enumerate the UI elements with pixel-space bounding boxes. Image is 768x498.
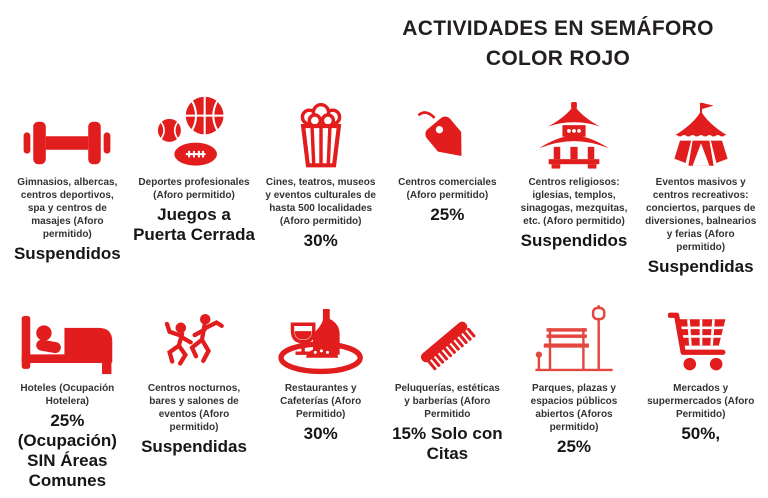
dancers-icon <box>161 288 227 376</box>
activity-status: 25% <box>430 205 465 224</box>
activity-card-eventos-masivos: Eventos masivos y centros recreativos: c… <box>637 86 764 277</box>
temple-icon <box>537 86 611 170</box>
activity-status: Suspendidas <box>141 437 247 456</box>
price-tag-icon <box>414 86 480 170</box>
activity-status: 30% <box>303 424 338 443</box>
activity-card-restaurantes: Restaurantes y Cafeterías (Aforo Permiti… <box>257 288 384 491</box>
comb-icon <box>413 288 481 376</box>
activity-status: Suspendidos <box>13 244 121 263</box>
activity-status: 50%, <box>681 424 721 443</box>
circus-tent-icon <box>666 86 736 170</box>
page-title-line1: ACTIVIDADES EN SEMÁFORO <box>402 17 714 40</box>
park-bench-icon <box>534 288 614 376</box>
shopping-cart-icon <box>667 288 734 376</box>
activity-desc: Eventos masivos y centros recreativos: c… <box>645 177 757 253</box>
activity-card-centros-nocturnos: Centros nocturnos, bares y salones de ev… <box>131 288 258 491</box>
activity-desc: Centros religiosos: iglesias, templos, s… <box>520 177 628 227</box>
activity-desc: Peluquerías, estéticas y barberías (Afor… <box>394 383 500 420</box>
sports-balls-icon <box>153 86 235 170</box>
activity-row-1: Gimnasios, albercas, centros deportivos,… <box>0 86 768 277</box>
activity-card-peluquerias: Peluquerías, estéticas y barberías (Afor… <box>384 288 511 491</box>
activity-desc: Parques, plazas y espacios públicos abie… <box>530 383 618 433</box>
activity-card-hoteles: Hoteles (Ocupación Hotelera) 25% (Ocupac… <box>4 288 131 491</box>
activity-status: 30% <box>303 231 338 250</box>
activity-desc: Cines, teatros, museos y eventos cultura… <box>265 177 376 227</box>
activity-card-mercados: Mercados y supermercados (Aforo Permitid… <box>637 288 764 491</box>
activity-desc: Gimnasios, albercas, centros deportivos,… <box>17 177 118 240</box>
activity-card-parques: Parques, plazas y espacios públicos abie… <box>511 288 638 491</box>
popcorn-icon <box>290 86 352 170</box>
activity-status: 25% (Ocupación) SIN Áreas Comunes <box>17 411 117 491</box>
activity-status: Juegos a Puerta Cerrada <box>133 205 255 245</box>
activity-card-gimnasios: Gimnasios, albercas, centros deportivos,… <box>4 86 131 277</box>
activity-desc: Mercados y supermercados (Aforo Permitid… <box>647 383 755 420</box>
hotel-bed-icon <box>20 288 114 376</box>
restaurant-plate-icon <box>277 288 365 376</box>
activity-desc: Centros comerciales (Aforo permitido) <box>398 177 497 201</box>
activity-desc: Deportes profesionales (Aforo permitido) <box>138 177 250 201</box>
page-title: ACTIVIDADES EN SEMÁFORO COLOR ROJO <box>352 14 764 75</box>
activity-status: 15% Solo con Citas <box>392 424 503 464</box>
activity-card-centros-comerciales: Centros comerciales (Aforo permitido) 25… <box>384 86 511 277</box>
dumbbell-icon <box>23 86 111 170</box>
activity-status: Suspendidas <box>647 257 754 276</box>
activity-status: 25% <box>557 437 592 456</box>
page-title-line2: COLOR ROJO <box>485 47 631 71</box>
activity-status: Suspendidos <box>520 231 628 250</box>
activity-desc: Centros nocturnos, bares y salones de ev… <box>147 383 241 433</box>
activity-desc: Hoteles (Ocupación Hotelera) <box>20 383 115 407</box>
activity-card-cines-teatros: Cines, teatros, museos y eventos cultura… <box>257 86 384 277</box>
activity-card-centros-religiosos: Centros religiosos: iglesias, templos, s… <box>511 86 638 277</box>
activity-desc: Restaurantes y Cafeterías (Aforo Permiti… <box>280 383 362 420</box>
activity-row-2: Hoteles (Ocupación Hotelera) 25% (Ocupac… <box>0 288 768 491</box>
activity-card-deportes-profesionales: Deportes profesionales (Aforo permitido)… <box>131 86 258 277</box>
